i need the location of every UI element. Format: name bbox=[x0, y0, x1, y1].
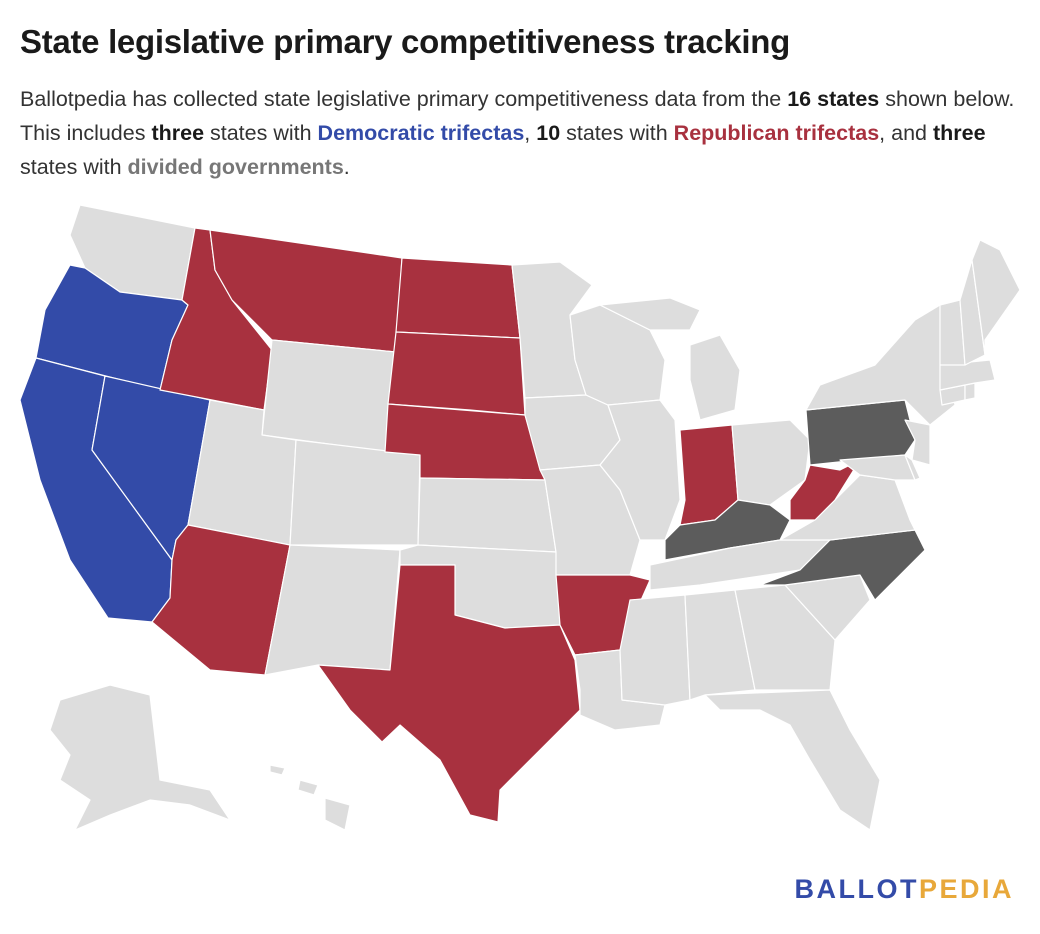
intro-text: Ballotpedia has collected state legislat… bbox=[20, 82, 1020, 184]
state-north-carolina bbox=[759, 529, 926, 601]
intro-part-1: Ballotpedia has collected state legislat… bbox=[20, 87, 788, 111]
state-illinois bbox=[599, 399, 681, 541]
intro-rep-label: Republican trifectas bbox=[673, 121, 880, 145]
intro-part-4: , bbox=[524, 121, 537, 145]
intro-part-7: states with bbox=[20, 155, 128, 179]
logo-part-pedia: PEDIA bbox=[918, 874, 1014, 904]
state-hawaii bbox=[269, 764, 351, 831]
state-wyoming bbox=[261, 339, 397, 453]
state-south-dakota bbox=[387, 331, 526, 416]
intro-rep-count: 10 bbox=[536, 121, 561, 145]
intro-states-count: 16 states bbox=[787, 87, 880, 111]
intro-div-count: three bbox=[932, 121, 986, 145]
intro-part-5: states with bbox=[560, 121, 674, 145]
state-rhode-island bbox=[964, 382, 976, 401]
state-kansas bbox=[417, 477, 557, 553]
state-maryland bbox=[839, 454, 916, 481]
intro-dem-label: Democratic trifectas bbox=[317, 121, 525, 145]
state-delaware bbox=[904, 454, 921, 481]
page-title: State legislative primary competitivenes… bbox=[20, 23, 790, 60]
intro-part-2: shown below. This includes bbox=[20, 87, 1015, 145]
state-georgia bbox=[734, 584, 836, 691]
us-state-map bbox=[19, 204, 1021, 831]
intro-div-label: divided governments bbox=[127, 155, 344, 179]
state-massachusetts bbox=[939, 359, 996, 391]
state-maine bbox=[971, 239, 1021, 356]
intro-dem-count: three bbox=[151, 121, 205, 145]
ballotpedia-logo: BALLOTPEDIA bbox=[794, 874, 1014, 904]
state-north-dakota bbox=[395, 257, 521, 339]
intro-part-3: states with bbox=[204, 121, 318, 145]
state-mississippi bbox=[619, 594, 691, 706]
intro-part-6: , and bbox=[879, 121, 933, 145]
state-alaska bbox=[49, 684, 231, 831]
logo-part-ballot: BALLOT bbox=[794, 874, 919, 904]
state-kentucky bbox=[664, 499, 791, 561]
state-colorado bbox=[289, 439, 421, 546]
state-michigan bbox=[599, 297, 741, 421]
state-alabama bbox=[684, 589, 756, 701]
state-new-jersey bbox=[904, 419, 931, 466]
state-texas bbox=[317, 564, 581, 823]
intro-part-8: . bbox=[343, 155, 350, 179]
state-florida bbox=[704, 689, 881, 831]
